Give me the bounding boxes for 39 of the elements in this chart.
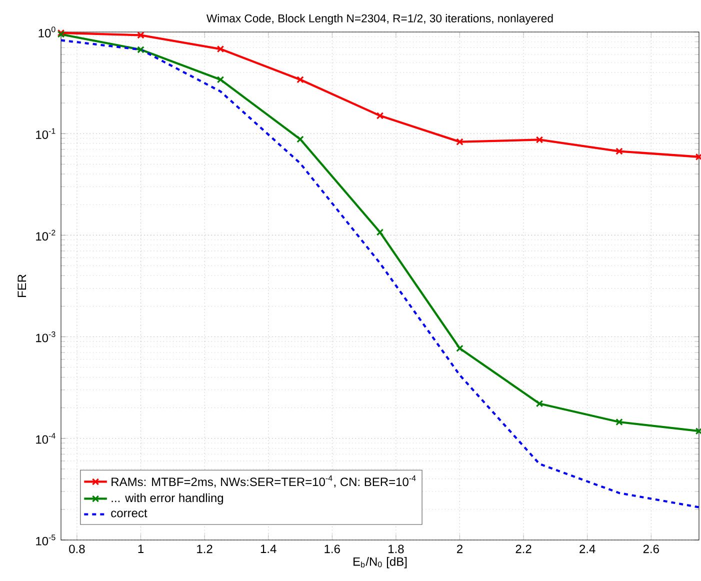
x-tick-label: 2.2 xyxy=(516,544,532,554)
line-series xyxy=(61,39,699,508)
y-axis-title: FER xyxy=(18,274,26,298)
x-tick-label: 1.2 xyxy=(197,544,212,554)
legend-label: RAMs: MTBF=2ms, NWs:SER=TER=10$^{-4}$, CN: BER=10$^{-4}$ xyxy=(112,475,416,488)
point xyxy=(456,138,464,146)
point xyxy=(376,112,384,120)
x-tick-label: 1.8 xyxy=(388,544,404,554)
point xyxy=(695,153,701,161)
point xyxy=(137,46,144,54)
point xyxy=(216,45,224,53)
y-tick-label: 10$^{-1}$ xyxy=(36,128,56,139)
point xyxy=(456,344,464,352)
x-tick-label: 1.4 xyxy=(260,544,276,553)
y-tick-label: 10$^{0}$ xyxy=(38,26,56,38)
point xyxy=(216,76,224,84)
point xyxy=(695,427,701,435)
point xyxy=(296,136,304,143)
y-tick-label: 10$^{-2}$ xyxy=(36,230,56,241)
y-tick-label: 10$^{-4}$ xyxy=(36,433,56,444)
y-tick-label: 10$^{-3}$ xyxy=(36,331,56,342)
point xyxy=(137,32,144,39)
x-tick-label: 0.8 xyxy=(69,544,85,554)
point xyxy=(296,76,304,84)
point xyxy=(536,136,544,144)
x-tick-label: 2.4 xyxy=(580,544,596,554)
chart-title: Wimax Code, Block Length N=2304, R=1/2, 30 iterations, nonlayered xyxy=(206,14,553,25)
x-tick-label: 2 xyxy=(457,544,462,554)
point xyxy=(616,418,623,426)
x-tick-label: 2.6 xyxy=(643,544,659,554)
legend-label: correct xyxy=(111,509,148,518)
y-tick-label: 10$^{-5}$ xyxy=(36,534,56,546)
legend-label: ... with error handling xyxy=(112,493,224,505)
point xyxy=(536,400,544,408)
x-axis-title: E$_{b}$/N$_{0}$ [dB] xyxy=(354,557,407,568)
x-tick-label: 1.6 xyxy=(324,544,340,554)
point xyxy=(376,228,384,236)
x-tick-label: 1 xyxy=(138,544,144,553)
point xyxy=(616,148,623,155)
